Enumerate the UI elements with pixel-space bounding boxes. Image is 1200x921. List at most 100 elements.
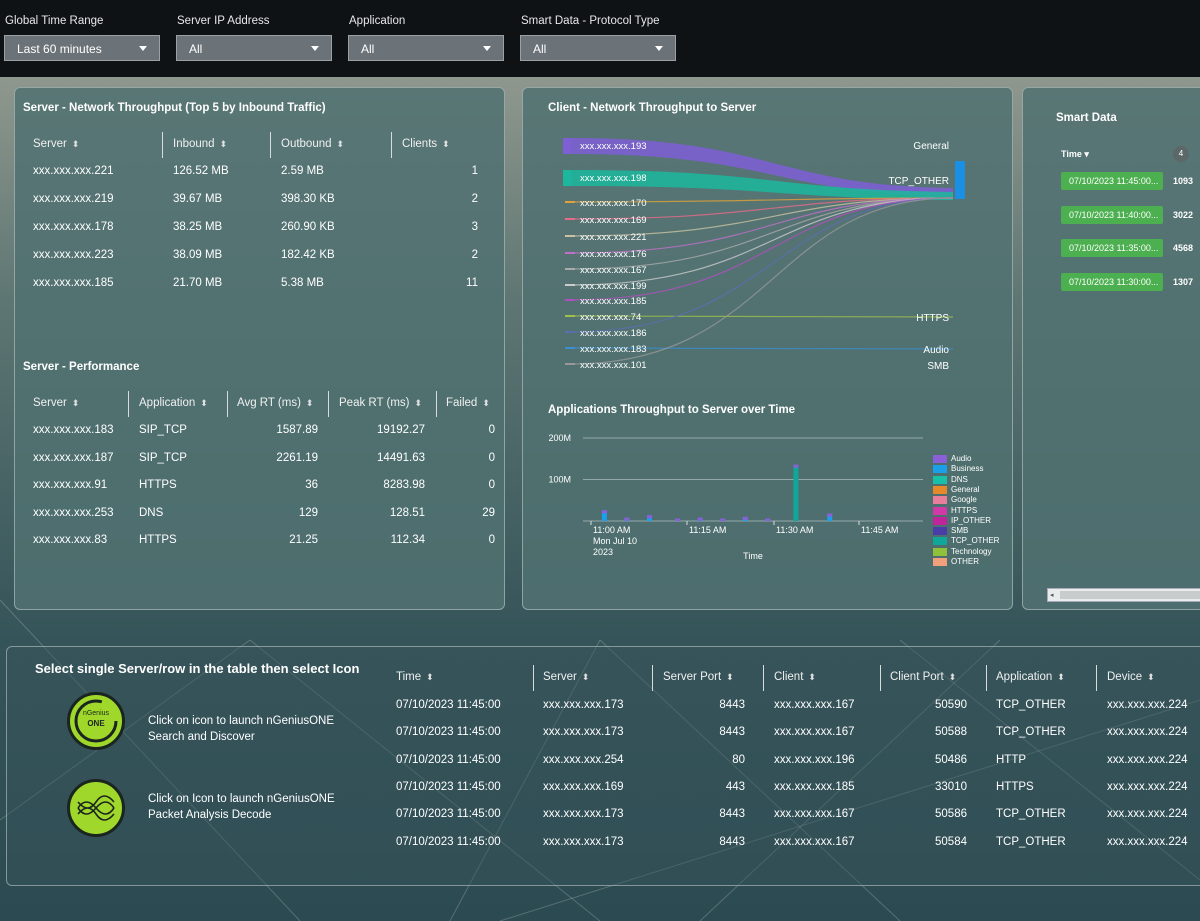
smart-time: 07/10/2023 11:45:00... — [1069, 176, 1159, 186]
col-header-avg-rt[interactable]: Avg RT (ms) ⬍ — [237, 397, 314, 409]
smart-data-title: Smart Data — [1056, 112, 1117, 124]
packet-decode-icon[interactable] — [67, 779, 125, 837]
col-header-label: Client — [774, 671, 804, 683]
table-row[interactable]: xxx.xxx.xxx.219 39.67 MB 398.30 KB 2 — [15, 193, 505, 213]
table-cell: xxx.xxx.xxx.196 — [774, 753, 855, 766]
ngeniusone-icon[interactable]: nGenius ONE — [67, 692, 125, 750]
bar-top — [742, 516, 748, 520]
smart-data-row[interactable]: 07/10/2023 11:35:00... 4568 — [1061, 239, 1193, 257]
legend-swatch — [933, 537, 947, 546]
col-header-server[interactable]: Server ⬍ — [33, 397, 80, 409]
legend-item[interactable]: TCP_OTHER — [933, 536, 999, 546]
col-header-application[interactable]: Application ⬍ — [139, 397, 208, 409]
legend-item[interactable]: IP_OTHER — [933, 515, 992, 525]
table-row[interactable]: 07/10/2023 11:45:00 xxx.xxx.xxx.173 8443 xx… — [7, 836, 1200, 856]
app-label: Audio — [923, 345, 949, 356]
chevron-down-icon — [655, 46, 663, 51]
legend-label: IP_OTHER — [951, 515, 992, 525]
bar-top — [765, 518, 771, 521]
legend-swatch — [933, 506, 947, 515]
smart-data-row[interactable]: 07/10/2023 11:30:00... 1307 — [1061, 272, 1193, 291]
bar — [827, 513, 833, 521]
col-header[interactable]: Server ⬍ — [543, 671, 589, 683]
table-cell: 182.42 KB — [281, 249, 335, 261]
col-header-clients[interactable]: Clients ⬍ — [402, 138, 450, 150]
table-cell: xxx.xxx.xxx.253 — [33, 506, 114, 519]
bar-top — [793, 464, 799, 468]
scrollbar-thumb[interactable] — [1060, 591, 1200, 599]
col-header[interactable]: Server Port ⬍ — [663, 671, 734, 683]
legend-item[interactable]: SMB — [933, 526, 968, 536]
table-row[interactable]: xxx.xxx.xxx.185 21.70 MB 5.38 MB 11 — [15, 277, 505, 297]
legend-item[interactable]: Google — [933, 495, 977, 505]
table-row[interactable]: xxx.xxx.xxx.223 38.09 MB 182.42 KB 2 — [15, 249, 505, 269]
col-header-failed[interactable]: Failed ⬍ — [446, 397, 490, 409]
col-header[interactable]: Device ⬍ — [1107, 671, 1155, 683]
legend-item[interactable]: OTHER — [933, 557, 979, 566]
table-cell: 129 — [298, 506, 318, 519]
col-header-outbound[interactable]: Outbound ⬍ — [281, 138, 345, 150]
server-ip-select[interactable]: All — [176, 35, 332, 61]
horizontal-scrollbar[interactable]: ◂ — [1047, 588, 1200, 602]
table-row[interactable]: 07/10/2023 11:45:00 xxx.xxx.xxx.173 8443 xx… — [7, 808, 1200, 828]
table-row[interactable]: xxx.xxx.xxx.178 38.25 MB 260.90 KB 3 — [15, 221, 505, 241]
x-tick-label: 11:30 AM — [776, 525, 813, 535]
client-label: xxx.xxx.xxx.74 — [580, 312, 641, 323]
legend-item[interactable]: HTTPS — [933, 506, 977, 515]
client-label: xxx.xxx.xxx.185 — [580, 296, 647, 307]
table-row[interactable]: xxx.xxx.xxx.221 126.52 MB 2.59 MB 1 — [15, 165, 505, 185]
application-select[interactable]: All — [348, 35, 504, 61]
legend-item[interactable]: Audio — [933, 454, 971, 463]
smart-value: 1093 — [1172, 176, 1193, 186]
table-cell: xxx.xxx.xxx.83 — [33, 534, 108, 546]
protocol-type-select[interactable]: All — [520, 35, 676, 61]
flow-line — [570, 197, 954, 254]
col-header[interactable]: Application ⬍ — [996, 671, 1065, 683]
table-row[interactable]: xxx.xxx.xxx.183 SIP_TCP 1587.89 19192.27 0 — [15, 424, 505, 444]
table-row[interactable]: 07/10/2023 11:45:00 xxx.xxx.xxx.254 80 xxx.… — [7, 754, 1200, 774]
time-range-select[interactable]: Last 60 minutes — [4, 35, 160, 61]
client-label: xxx.xxx.xxx.183 — [580, 344, 647, 355]
table-row[interactable]: xxx.xxx.xxx.83 HTTPS 21.25 112.34 0 — [15, 534, 505, 554]
client-label: xxx.xxx.xxx.186 — [580, 328, 647, 339]
client-panel: Client - Network Throughput to Server xx… — [522, 87, 1013, 610]
col-header-inbound[interactable]: Inbound ⬍ — [173, 138, 228, 150]
table-cell: 07/10/2023 11:45:00 — [396, 808, 501, 821]
table-cell: DNS — [139, 506, 164, 519]
sort-icon: ⬍ — [336, 139, 345, 149]
legend-item[interactable]: DNS — [933, 475, 968, 484]
flow-line — [570, 347, 954, 350]
table-cell: xxx.xxx.xxx.224 — [1107, 726, 1188, 739]
table-row[interactable]: 07/10/2023 11:45:00 xxx.xxx.xxx.169 443 xxx… — [7, 781, 1200, 801]
sort-desc-icon: ▾ — [1084, 149, 1089, 159]
table-cell: xxx.xxx.xxx.224 — [1107, 753, 1188, 766]
client-label: xxx.xxx.xxx.101 — [580, 360, 647, 371]
col-header[interactable]: Time ⬍ — [396, 671, 434, 683]
table-cell: xxx.xxx.xxx.223 — [33, 249, 114, 261]
sort-icon: ⬍ — [442, 139, 450, 149]
table-row[interactable]: 07/10/2023 11:45:00 xxx.xxx.xxx.173 8443 xx… — [7, 726, 1200, 746]
bar-top — [675, 518, 681, 521]
col-header-server[interactable]: Server ⬍ — [33, 138, 80, 150]
client-label: xxx.xxx.xxx.199 — [580, 281, 647, 292]
table-cell: xxx.xxx.xxx.219 — [33, 193, 114, 205]
table-row[interactable]: xxx.xxx.xxx.91 HTTPS 36 8283.98 0 — [15, 479, 505, 499]
smart-time-header[interactable]: Time ▾ — [1061, 149, 1089, 159]
smart-data-row[interactable]: 07/10/2023 11:40:00... 3022 — [1061, 205, 1193, 224]
flow-line — [570, 197, 954, 220]
legend-swatch — [933, 516, 947, 525]
col-header[interactable]: Client ⬍ — [774, 671, 816, 683]
table-cell: TCP_OTHER — [996, 808, 1066, 821]
legend-label: OTHER — [951, 557, 979, 566]
table-row[interactable]: xxx.xxx.xxx.187 SIP_TCP 2261.19 14491.63 0 — [15, 452, 505, 472]
legend-item[interactable]: Technology — [933, 547, 991, 556]
table-row[interactable]: 07/10/2023 11:45:00 xxx.xxx.xxx.173 8443 xx… — [7, 699, 1200, 719]
filter-label-application: Application — [349, 15, 406, 27]
smart-data-row[interactable]: 07/10/2023 11:45:00... 1093 — [1061, 172, 1193, 190]
x-tick-sublabel: 2023 — [593, 547, 613, 557]
legend-item[interactable]: Business — [933, 464, 983, 474]
col-header-peak-rt[interactable]: Peak RT (ms) ⬍ — [339, 397, 423, 409]
legend-item[interactable]: General — [933, 485, 979, 494]
col-header[interactable]: Client Port ⬍ — [890, 671, 956, 683]
table-row[interactable]: xxx.xxx.xxx.253 DNS 129 128.51 29 — [15, 507, 505, 527]
